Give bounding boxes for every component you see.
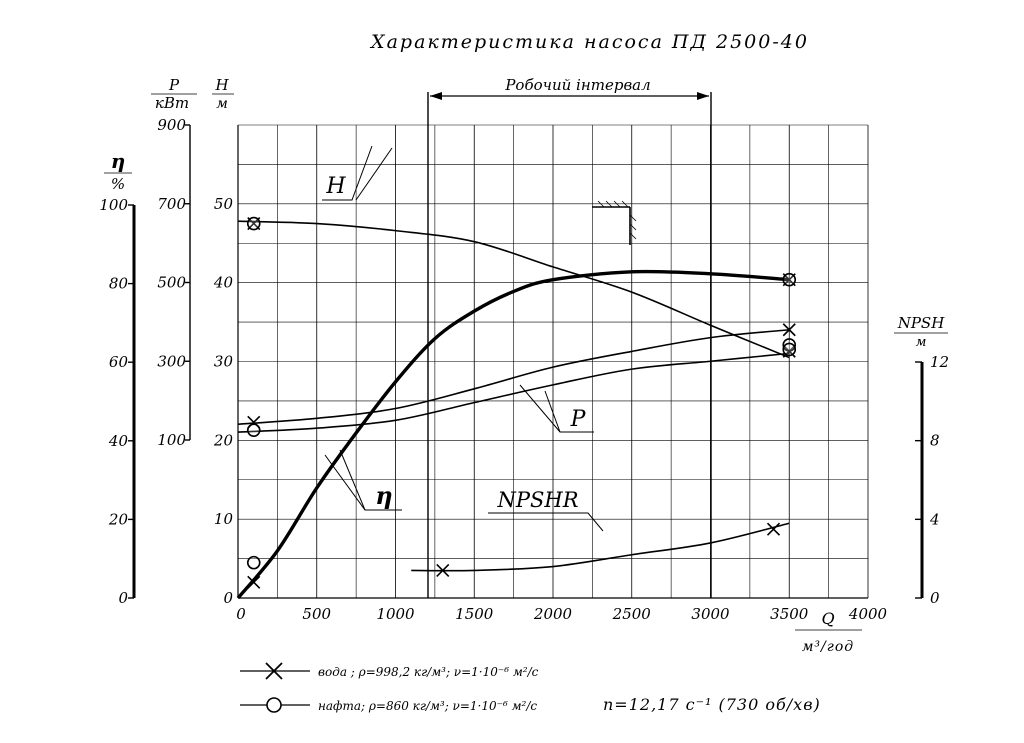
chart-title: Характеристика насоса ПД 2500-40	[369, 31, 809, 53]
series-η-line	[236, 269, 790, 600]
oil-marker-circle-icon	[246, 423, 261, 437]
oil-marker-circle-icon	[782, 342, 797, 357]
h-tick-label: 10	[214, 510, 234, 528]
q-tick-label: 2500	[612, 605, 652, 623]
npsh-tick-label: 8	[930, 432, 940, 450]
curves	[236, 220, 790, 600]
legend-water-cross-icon	[265, 662, 283, 680]
q-tick-label: 500	[302, 605, 331, 623]
h-tick-label: 50	[214, 195, 234, 213]
water-marker-cross-icon	[782, 323, 796, 337]
cross-icon-stroke	[436, 563, 450, 578]
working-interval-label: Робочий інтервал	[504, 76, 650, 94]
npsh-tick-label: 12	[930, 353, 949, 371]
p-curve-label: P	[570, 407, 587, 432]
eta-tick-label: 40	[108, 432, 129, 450]
markers	[246, 216, 797, 589]
axis-titles: η % P кВт H м NPSH м Q м³/год	[104, 76, 948, 655]
q-tick-label: 1500	[455, 605, 494, 623]
q-tick-label: 3000	[691, 605, 730, 623]
h-tick-label: 30	[214, 353, 234, 371]
axes	[132, 125, 924, 599]
q-tick-label: 1000	[376, 605, 415, 623]
q-tick-label: 2000	[533, 605, 573, 623]
p-axis-unit: кВт	[155, 94, 189, 112]
p-tick-label: 500	[157, 274, 186, 292]
p-tick-label: 300	[157, 352, 186, 370]
legend-oil-circle-icon	[266, 697, 282, 713]
p-tick-label: 700	[157, 195, 186, 213]
q-axis-unit: м³/год	[802, 639, 854, 655]
h-axis-label: H	[214, 76, 229, 94]
p-axis-label: P	[168, 76, 180, 94]
water-marker-cross-icon	[247, 575, 261, 589]
water-marker-cross-icon	[436, 563, 450, 578]
legend-water: вода ; ρ=998,2 кг/м³; ν=1·10⁻⁶ м²/с	[318, 665, 539, 679]
oil-marker-circle-icon	[782, 338, 797, 352]
eta-axis-label: η	[111, 149, 126, 173]
curve-labels: H P η NPSHR	[322, 145, 604, 532]
eta-tick-label: 100	[99, 196, 128, 214]
eta-tick-label: 80	[109, 275, 129, 293]
h-axis-unit: м	[216, 96, 228, 112]
eta-tick-label: 0	[118, 589, 128, 607]
npsh-axis-label: NPSH	[897, 314, 945, 332]
series-NPSHR-line	[411, 522, 790, 572]
series-H-line	[237, 220, 790, 359]
npsh-tick-label: 0	[930, 589, 940, 607]
p-tick-label: 900	[157, 116, 186, 134]
npsh-axis-unit: м	[916, 335, 927, 350]
oil-marker-circle-icon	[246, 216, 261, 231]
npshr-curve-label: NPSHR	[496, 488, 578, 512]
h-curve-label: H	[325, 174, 346, 199]
cross-icon-stroke	[766, 522, 781, 536]
eta-tick-label: 60	[109, 353, 129, 371]
eta-curve-label: η	[375, 481, 392, 510]
q-tick-label: 4000	[848, 605, 888, 623]
series-P-нафта--line	[237, 352, 790, 433]
legend: вода ; ρ=998,2 кг/м³; ν=1·10⁻⁶ м²/с нафт…	[240, 662, 821, 714]
tick-labels: 1008060402009007005003001005040302010012…	[99, 116, 949, 623]
oil-marker-circle-icon	[782, 272, 797, 287]
hatch-mark	[592, 200, 637, 245]
h-tick-label: 20	[213, 431, 234, 449]
q-axis-label: Q	[821, 609, 834, 628]
series-P-вода--line	[237, 328, 790, 426]
working-interval: Робочий інтервал	[427, 76, 712, 598]
eta-tick-label: 20	[108, 510, 129, 528]
cross-icon-stroke	[247, 575, 261, 589]
pump-speed: n=12,17 с⁻¹ (730 об/хв)	[603, 695, 821, 714]
cross-icon-stroke	[782, 323, 796, 337]
oil-marker-circle-icon	[246, 555, 261, 570]
eta-axis-unit: %	[111, 175, 125, 193]
h-tick-label: 40	[213, 274, 234, 292]
npsh-tick-label: 4	[929, 510, 940, 528]
legend-oil: нафта; ρ=860 кг/м³; ν=1·10⁻⁶ м²/с	[318, 699, 537, 713]
p-tick-label: 100	[157, 431, 186, 449]
q-tick-label: 0	[236, 605, 246, 623]
h-tick-label: 0	[223, 589, 233, 607]
q-tick-label: 3500	[770, 605, 809, 623]
water-marker-cross-icon	[766, 522, 781, 536]
